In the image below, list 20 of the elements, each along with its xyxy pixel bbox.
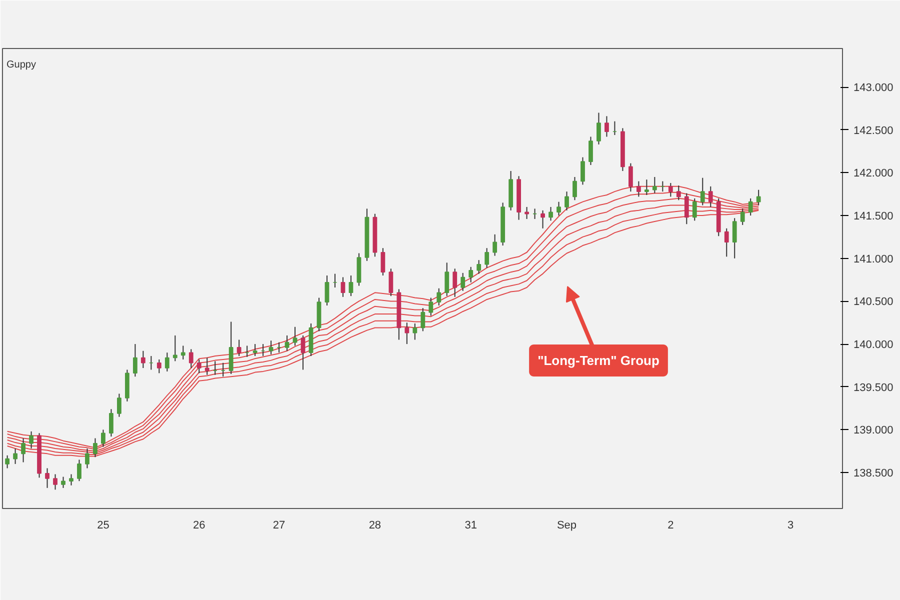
annotation: "Long-Term" Group [538,353,660,368]
annotation: Guppy [6,60,36,70]
x-tick-label: 3 [787,520,794,532]
x-tick-label: 2 [668,520,674,532]
x-tick-label: 27 [272,520,286,532]
y-tick-label: 142.500 [854,124,894,137]
y-tick-label: 139.000 [854,424,894,437]
y-tick-label: 138.500 [854,468,894,480]
x-tick-label: 26 [192,520,206,532]
x-tick-label: 25 [97,520,110,532]
y-tick-label: 141.000 [854,253,894,266]
y-tick-label: 140.000 [854,339,894,352]
y-tick-label: 143.000 [854,82,894,94]
x-tick-label: 28 [368,520,382,532]
y-tick-label: 141.500 [854,210,894,223]
y-tick-label: 139.500 [854,382,894,394]
y-tick-label: 140.500 [854,296,894,308]
x-tick-label: Sep [556,520,577,532]
x-tick-label: 31 [464,520,477,532]
y-tick-label: 142.000 [854,168,894,180]
